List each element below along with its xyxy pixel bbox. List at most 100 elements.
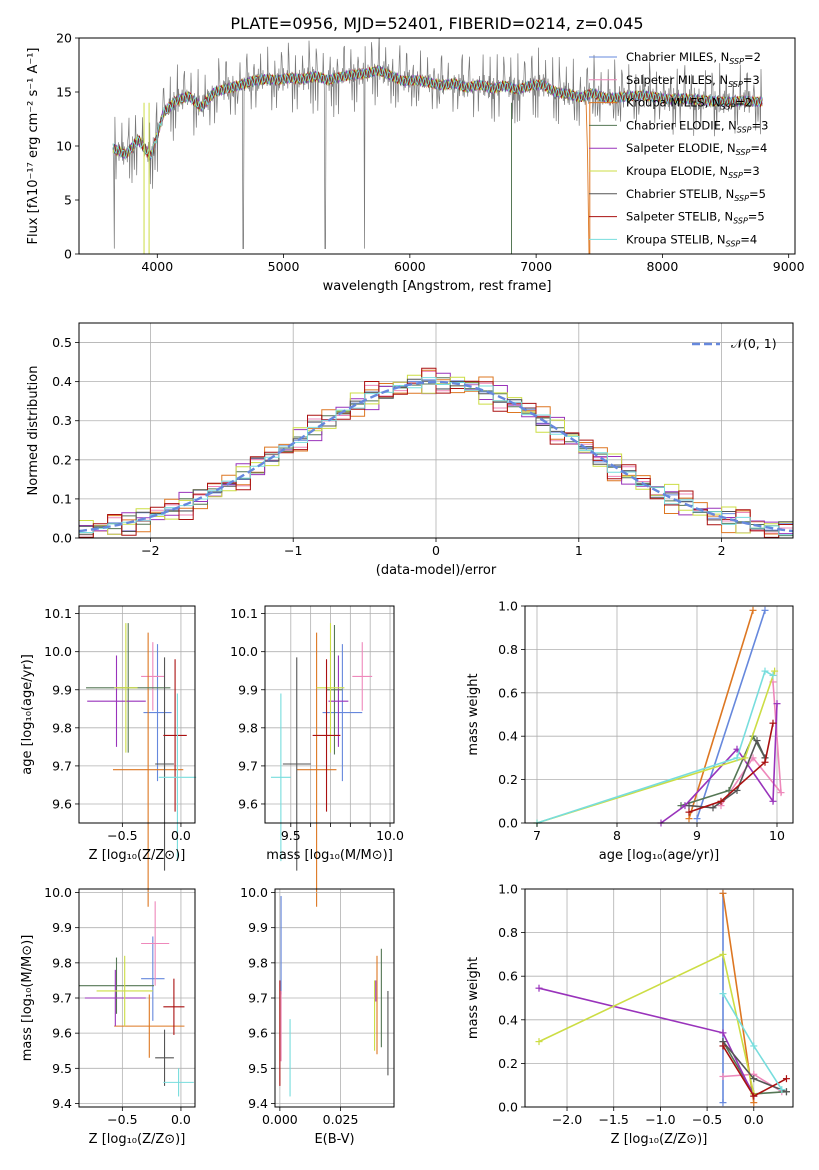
point-marker [761, 758, 769, 766]
axes-frame [274, 888, 395, 1108]
x-tick-label: 2 [718, 543, 726, 558]
point-marker [685, 815, 693, 823]
y-tick-label: 9.4 [248, 1096, 268, 1111]
data-point [158, 693, 197, 862]
data-point [112, 632, 184, 907]
x-axis-label: wavelength [Angstrom, rest frame] [323, 279, 552, 294]
point-marker [685, 802, 693, 810]
y-tick-label: 0 [64, 247, 72, 262]
y-tick-label: 10.0 [44, 644, 72, 659]
legend-label: Chabrier STELIB, NSSP=5 [626, 187, 766, 203]
point-marker [719, 1042, 727, 1050]
y-tick-label: 10.0 [44, 885, 72, 900]
legend-label: Kroupa MILES, NSSP=2 [626, 96, 752, 112]
x-axis-label: Z [log₁₀(Z/Z⊙)] [89, 1132, 186, 1147]
figure-title: PLATE=0956, MJD=52401, FIBERID=0214, z=0… [230, 14, 643, 33]
point-marker [778, 1086, 786, 1094]
x-tick-label: 0.0 [171, 828, 191, 843]
x-axis-label: mass [log₁₀(M/M⊙)] [266, 848, 393, 863]
y-tick-label: 0.8 [498, 642, 518, 657]
model-line [112, 65, 763, 160]
y-tick-label: 10 [56, 139, 72, 154]
massweight-vs-age-plot-area [533, 606, 785, 827]
y-tick-label: 9.6 [52, 796, 72, 811]
data-point [155, 657, 174, 871]
y-tick-label: 10.1 [44, 606, 72, 621]
series-line [680, 734, 766, 807]
y-tick-label: 0.0 [498, 816, 518, 831]
y-tick-label: 9.6 [52, 1026, 72, 1041]
spectrum-plot-area [112, 38, 763, 254]
y-tick-label: 9.8 [52, 720, 72, 735]
data-point [316, 623, 345, 753]
point-marker [717, 797, 725, 805]
legend-label: Kroupa STELIB, NSSP=4 [626, 232, 757, 248]
data-point [141, 642, 165, 711]
legend-label: Chabrier MILES, NSSP=2 [626, 50, 761, 66]
x-tick-label: −0.5 [692, 1112, 722, 1127]
y-tick-label: 10.0 [240, 885, 268, 900]
x-tick-label: −1 [284, 543, 302, 558]
y-axis-label: mass weight [466, 673, 481, 755]
y-tick-label: 9.8 [52, 955, 72, 970]
y-tick-label: 9.5 [248, 1061, 268, 1076]
axes-frame [524, 888, 794, 1108]
legend-label: Salpeter MILES, NSSP=3 [626, 73, 760, 89]
x-tick-label: 7000 [520, 259, 552, 274]
x-tick-label: 7 [533, 828, 541, 843]
x-tick-label: 1 [575, 543, 583, 558]
y-tick-label: 1.0 [498, 882, 518, 897]
point-marker [685, 808, 693, 816]
y-axis-label: mass [log₁₀(M/M⊙)] [20, 935, 35, 1062]
y-tick-label: 0.0 [498, 1100, 518, 1115]
y-axis-label: mass weight [466, 957, 481, 1039]
x-tick-label: 0.0 [744, 1112, 764, 1127]
age-vs-Z-plot-area [86, 623, 197, 907]
point-marker [769, 719, 777, 727]
y-tick-label: 10.1 [230, 606, 258, 621]
y-axis-label: Normed distribution [26, 366, 41, 496]
y-tick-label: 0.2 [498, 1056, 518, 1071]
x-tick-label: 9 [693, 828, 701, 843]
x-tick-label: 10.0 [376, 828, 404, 843]
point-marker [771, 667, 779, 675]
axes-frame [264, 605, 395, 824]
x-tick-label: 0.025 [323, 1112, 359, 1127]
y-tick-label: 9.7 [238, 758, 258, 773]
data-point [296, 632, 337, 907]
y-tick-label: 0.1 [52, 491, 72, 506]
y-axis-label: Flux [fλ10⁻¹⁷ erg cm⁻² s⁻¹ A⁻¹] [26, 48, 41, 245]
data-point [163, 978, 185, 1035]
data-point [155, 1029, 174, 1086]
x-tick-label: 0 [432, 543, 440, 558]
point-marker [709, 804, 717, 812]
point-marker [777, 789, 785, 797]
x-axis-label: (data-model)/error [376, 563, 497, 578]
x-tick-label: 10 [769, 828, 785, 843]
normal-curve [79, 380, 793, 533]
y-tick-label: 9.9 [52, 682, 72, 697]
legend-label: Salpeter ELODIE, NSSP=4 [626, 141, 767, 157]
mass-vs-EBV-plot-area [279, 896, 389, 1097]
legend-label: Chabrier ELODIE, NSSP=3 [626, 118, 768, 134]
y-tick-label: 9.8 [238, 720, 258, 735]
y-tick-label: 0.2 [498, 772, 518, 787]
y-tick-label: 9.6 [248, 1026, 268, 1041]
y-tick-label: 15 [56, 85, 72, 100]
legend-label: Kroupa ELODIE, NSSP=3 [626, 164, 760, 180]
point-marker [761, 667, 769, 675]
axes-frame [78, 888, 196, 1108]
mass-vs-EBV-panel: 0.000 0.025 9.4 9.5 9.6 9.7 9.8 9.9 10.0 E(B-V) [240, 885, 395, 1147]
point-marker [773, 700, 781, 708]
y-tick-label: 9.9 [52, 920, 72, 935]
legend: Chabrier MILES, NSSP=2 Salpeter MILES, NS… [589, 50, 768, 248]
data-point [141, 936, 165, 1021]
data-point [328, 655, 349, 747]
point-marker [719, 990, 727, 998]
data-point [79, 957, 154, 1014]
axes-frame [78, 322, 794, 539]
data-point [87, 655, 146, 747]
y-tick-label: 0.5 [52, 335, 72, 350]
data-point [322, 644, 363, 782]
